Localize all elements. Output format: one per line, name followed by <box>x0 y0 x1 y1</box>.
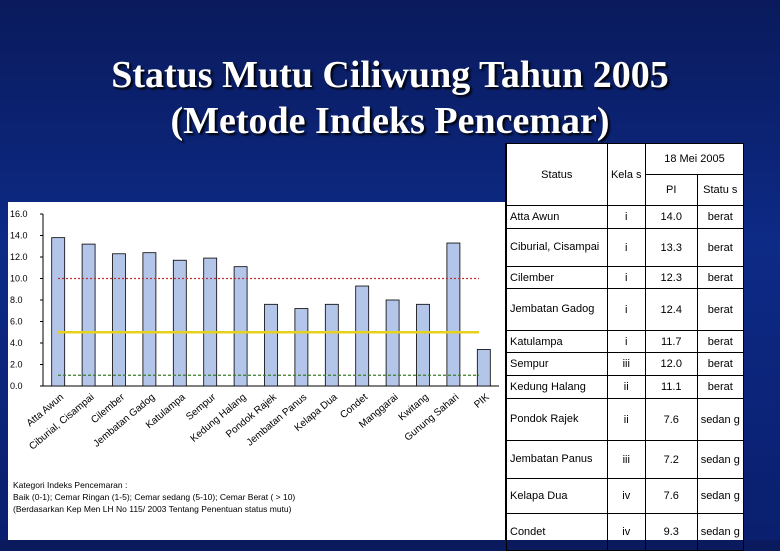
kelas-cell: i <box>606 330 646 353</box>
pi-value-cell: 14.0 <box>644 205 698 229</box>
kelas-cell: ii <box>606 398 646 441</box>
status-table-panel: Status Kela s 18 Mei 2005 PI Statu s Att… <box>505 143 745 551</box>
y-tick-label: 10.0 <box>10 274 28 284</box>
slide-title: Status Mutu Ciliwung Tahun 2005 (Metode … <box>0 52 780 144</box>
pi-value-cell: 12.0 <box>644 352 698 376</box>
x-category-label: Gunung Sahari <box>403 392 462 444</box>
status-cell: berat <box>696 330 745 353</box>
y-tick-label: 4.0 <box>10 338 23 348</box>
table-row: Katulampa i 11.7 berat <box>506 330 745 353</box>
x-category-label: PIK <box>472 392 492 411</box>
kelas-cell: iv <box>606 478 646 514</box>
status-cell: berat <box>696 266 745 289</box>
pi-value-cell: 12.3 <box>644 266 698 289</box>
table-row: Atta Awun i 14.0 berat <box>506 205 745 229</box>
bar <box>324 303 339 387</box>
pi-value-cell: 7.2 <box>644 440 698 479</box>
bar <box>81 243 96 387</box>
location-name-cell: Kelapa Dua <box>506 478 608 514</box>
y-tick-label: 0.0 <box>10 381 23 391</box>
bar <box>112 253 126 387</box>
header-kelas: Kela s <box>606 143 646 206</box>
location-name-cell: Kedung Halang <box>506 375 608 399</box>
bar <box>416 303 430 387</box>
y-tick-label: 2.0 <box>10 360 23 370</box>
location-name-cell: Atta Awun <box>506 205 608 229</box>
bar <box>446 242 461 387</box>
legend-note-source: (Berdasarkan Kep Men LH No 115/ 2003 Ten… <box>13 504 292 514</box>
table-row: Jembatan Gadog i 12.4 berat <box>506 288 745 331</box>
bar <box>294 308 309 387</box>
header-date: 18 Mei 2005 <box>644 143 745 175</box>
status-cell: berat <box>696 352 745 376</box>
pi-value-cell: 9.3 <box>644 513 698 551</box>
y-tick-label: 14.0 <box>10 231 28 241</box>
location-name-cell: Katulampa <box>506 330 608 353</box>
kelas-cell: iv <box>606 513 646 551</box>
bar <box>142 252 157 387</box>
kelas-cell: iii <box>606 352 646 376</box>
kelas-cell: i <box>606 228 646 267</box>
table-row: Kelapa Dua iv 7.6 sedan g <box>506 478 745 514</box>
title-line-1: Status Mutu Ciliwung Tahun 2005 <box>111 54 669 96</box>
location-name-cell: Ciburial, Cisampai <box>506 228 608 267</box>
table-row: Kedung Halang ii 11.1 berat <box>506 375 745 399</box>
bar <box>264 303 278 387</box>
pi-value-cell: 13.3 <box>644 228 698 267</box>
y-tick-label: 16.0 <box>10 209 28 219</box>
location-name-cell: Jembatan Gadog <box>506 288 608 331</box>
pi-value-cell: 7.6 <box>644 478 698 514</box>
location-name-cell: Pondok Rajek <box>506 398 608 441</box>
bar <box>385 299 400 387</box>
location-name-cell: Jembatan Panus <box>506 440 608 479</box>
location-name-cell: Sempur <box>506 352 608 376</box>
table-row: Pondok Rajek ii 7.6 sedan g <box>506 398 745 441</box>
status-table-body: Atta Awun i 14.0 berat Ciburial, Cisampai i 13… <box>506 205 745 551</box>
legend-note-categories: Baik (0-1); Cemar Ringan (1-5); Cemar se… <box>13 492 296 502</box>
pi-value-cell: 12.4 <box>644 288 698 331</box>
table-row: Ciburial, Cisampai i 13.3 berat <box>506 228 745 267</box>
header-status: Status <box>506 143 608 206</box>
chart-panel: 0.0 2.0 4.0 6.0 8.0 10.0 12.0 14.0 16.0 Atta Awun… <box>8 202 510 540</box>
status-cell: sedan g <box>696 478 745 514</box>
table-row: Condet iv 9.3 sedan g <box>506 513 745 551</box>
status-cell: sedan g <box>696 513 745 551</box>
status-cell: berat <box>696 228 745 267</box>
header-pi: PI <box>644 174 698 206</box>
pi-value-cell: 11.1 <box>644 375 698 399</box>
kelas-cell: i <box>606 266 646 289</box>
table-row: Jembatan Panus iii 7.2 sedan g <box>506 440 745 479</box>
y-tick-label: 12.0 <box>10 252 28 262</box>
kelas-cell: i <box>606 288 646 331</box>
kelas-cell: i <box>606 205 646 229</box>
header-statu: Statu s <box>696 174 745 206</box>
table-row: Cilember i 12.3 berat <box>506 266 745 289</box>
pi-value-cell: 11.7 <box>644 330 698 353</box>
status-cell: sedan g <box>696 440 745 479</box>
bar <box>233 266 248 387</box>
bar <box>476 349 491 387</box>
pi-value-cell: 7.6 <box>644 398 698 441</box>
legend-note-title: Kategori Indeks Pencemaran : <box>13 480 128 490</box>
title-line-2: (Metode Indeks Pencemar) <box>170 100 610 142</box>
bar <box>172 259 187 387</box>
bar <box>355 285 370 387</box>
table-row: Sempur iii 12.0 berat <box>506 352 745 376</box>
location-name-cell: Cilember <box>506 266 608 289</box>
status-cell: berat <box>696 375 745 399</box>
location-name-cell: Condet <box>506 513 608 551</box>
status-cell: berat <box>696 205 745 229</box>
y-tick-label: 8.0 <box>10 295 23 305</box>
status-cell: berat <box>696 288 745 331</box>
kelas-cell: ii <box>606 375 646 399</box>
y-tick-label: 6.0 <box>10 317 23 327</box>
kelas-cell: iii <box>606 440 646 479</box>
status-table: Status Kela s 18 Mei 2005 PI Statu s Att… <box>506 143 745 551</box>
bar <box>203 257 218 387</box>
status-cell: sedan g <box>696 398 745 441</box>
bar <box>51 237 66 387</box>
